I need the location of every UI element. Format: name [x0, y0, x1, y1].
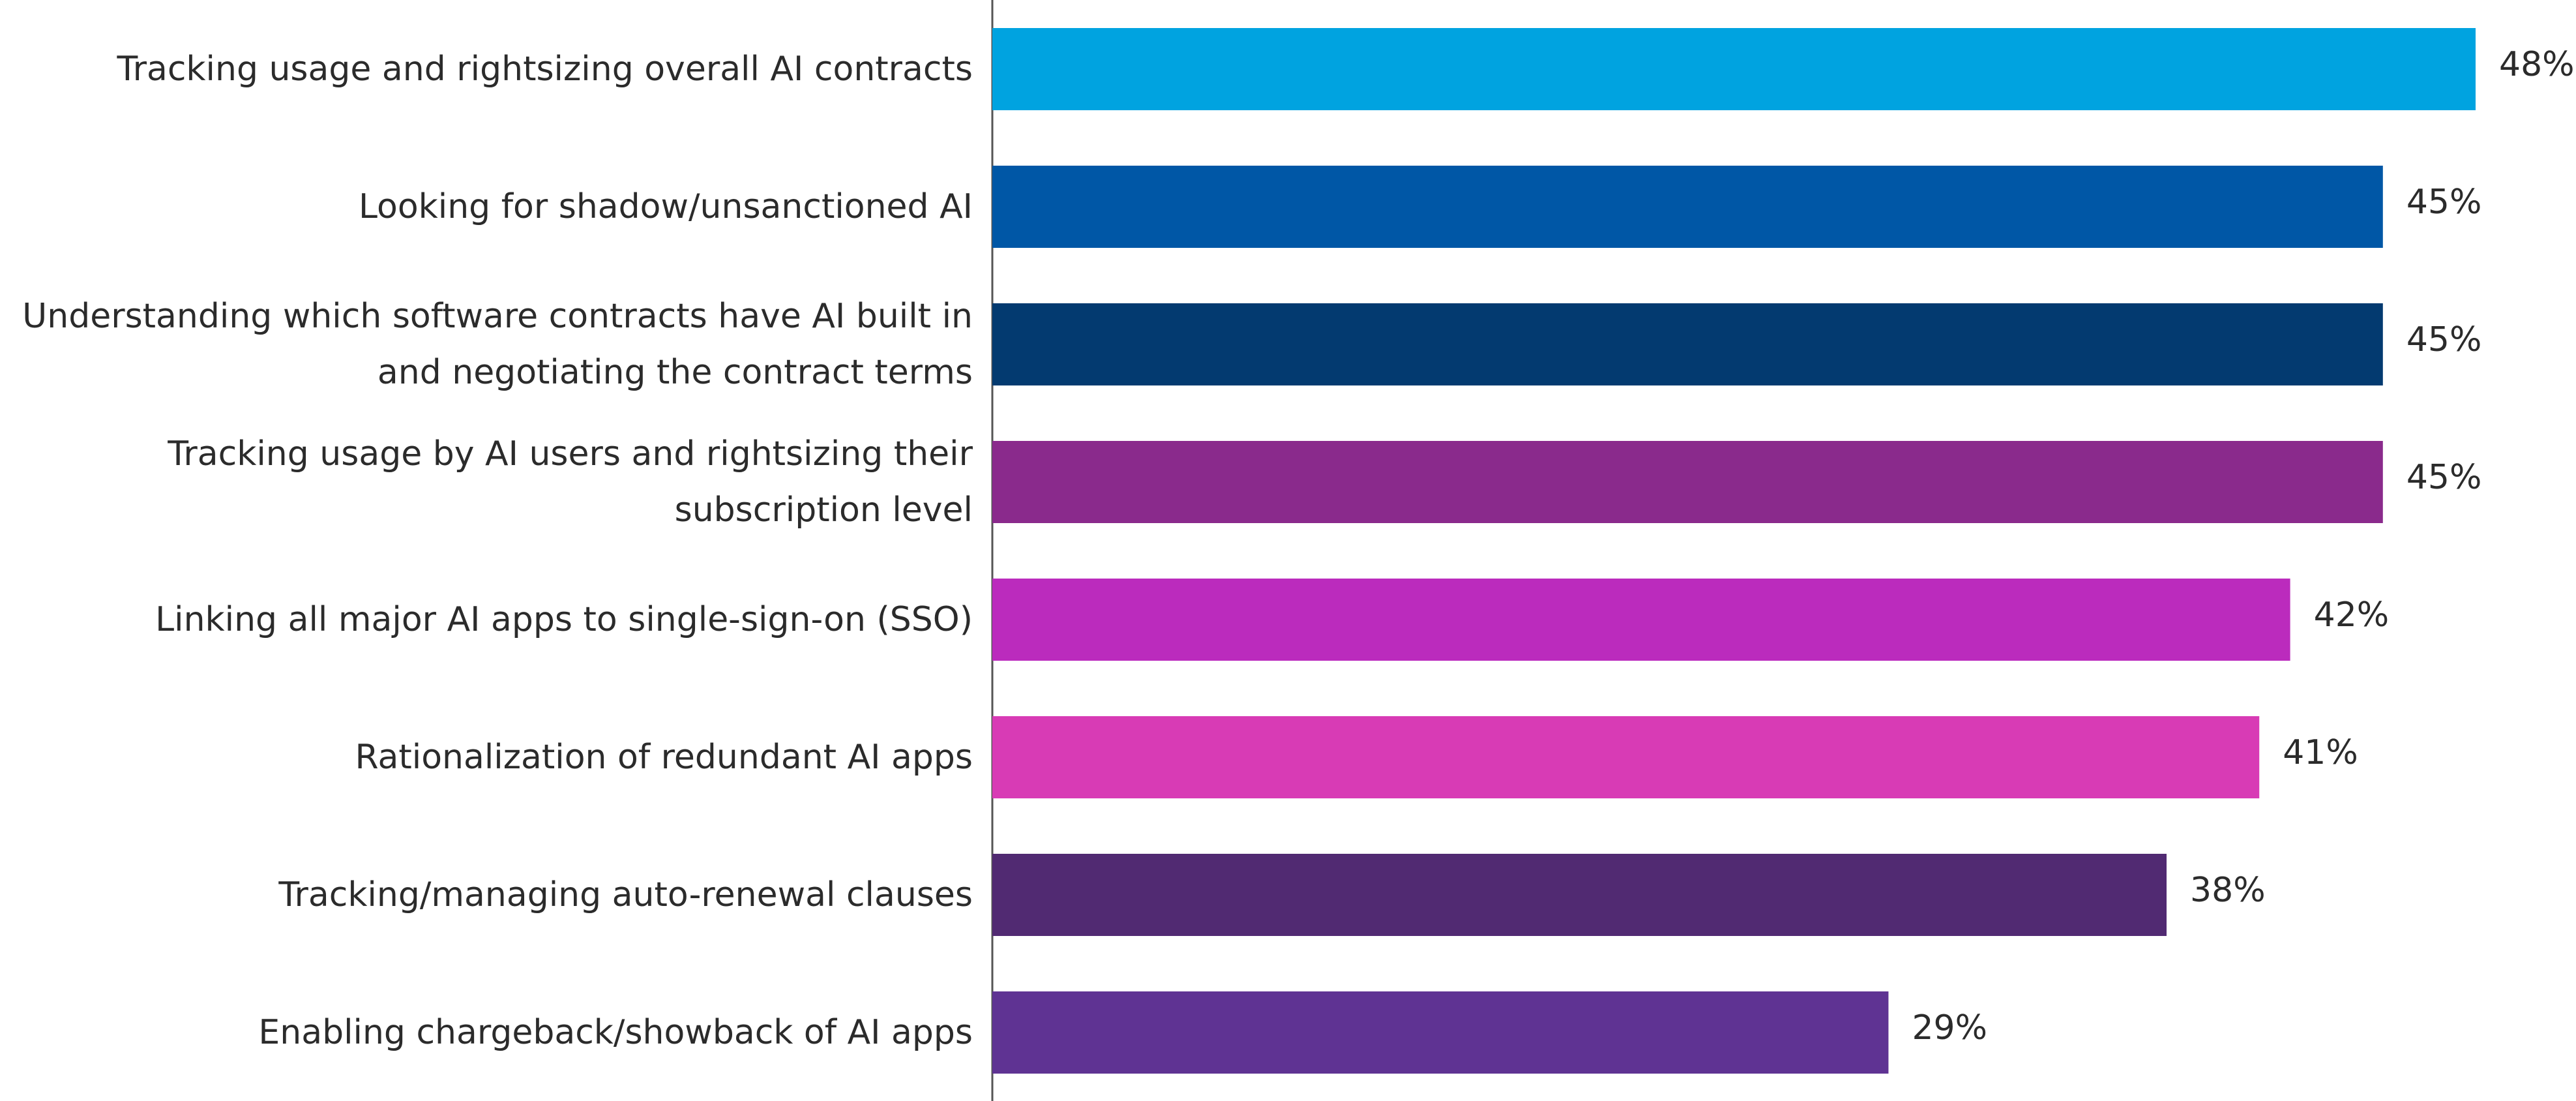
category-label: Tracking usage by AI users and rightsizi… [168, 434, 973, 530]
category-label: Understanding which software contracts h… [22, 297, 973, 392]
category-label: Enabling chargeback/showback of AI apps [258, 1013, 973, 1052]
value-label: 41% [2283, 733, 2358, 772]
value-label: 42% [2314, 596, 2390, 635]
bar [992, 991, 1889, 1074]
category-label: Looking for shadow/unsanctioned AI [358, 187, 973, 226]
bar [992, 579, 2290, 661]
bar [992, 854, 2167, 936]
value-label: 45% [2406, 320, 2482, 359]
bar [992, 441, 2383, 523]
value-label: 38% [2190, 871, 2266, 910]
value-label: 29% [1912, 1008, 1987, 1048]
category-label: Rationalization of redundant AI apps [355, 738, 973, 777]
bar [992, 303, 2383, 385]
bar [992, 716, 2260, 798]
bar [992, 166, 2383, 248]
category-label: Linking all major AI apps to single-sign… [155, 600, 973, 639]
bar [992, 28, 2476, 110]
value-label: 48% [2499, 45, 2575, 84]
value-label: 45% [2406, 458, 2482, 497]
category-label: Tracking/managing auto-renewal clauses [278, 875, 973, 914]
value-label: 45% [2406, 183, 2482, 222]
category-label: Tracking usage and rightsizing overall A… [117, 50, 973, 89]
